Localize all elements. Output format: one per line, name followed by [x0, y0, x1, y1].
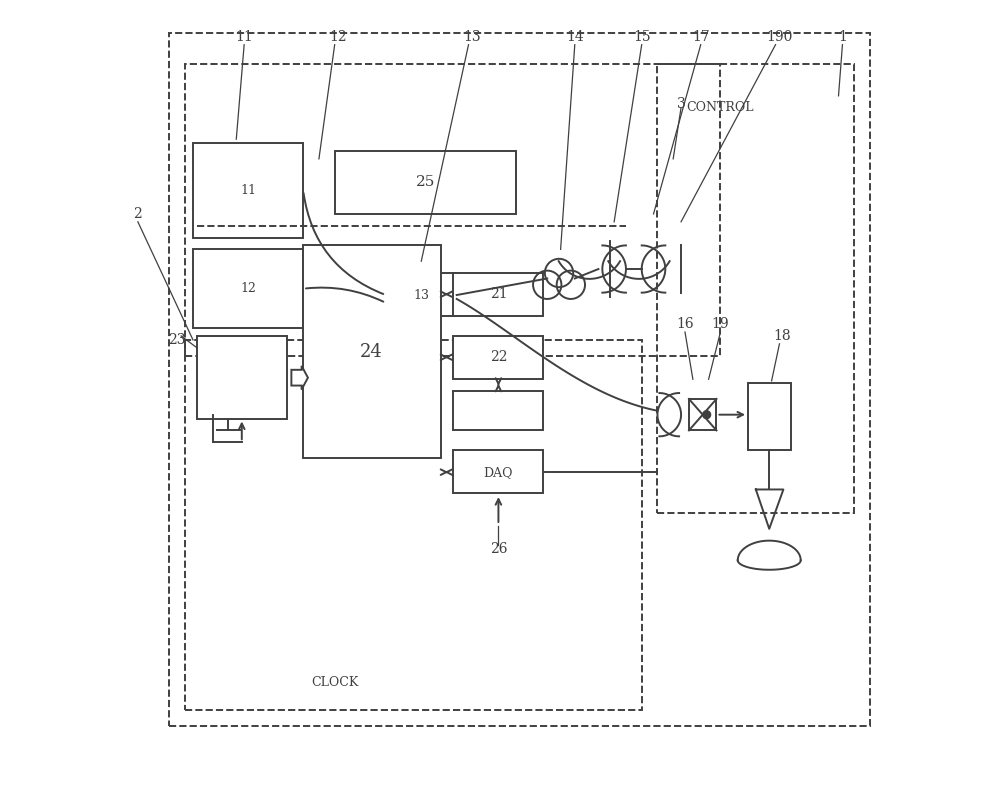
Circle shape [703, 411, 711, 419]
Text: 12: 12 [240, 282, 256, 295]
Text: 24: 24 [360, 343, 383, 361]
Text: 11: 11 [240, 184, 256, 197]
Text: CONTROL: CONTROL [687, 101, 754, 115]
Text: 13: 13 [413, 288, 429, 302]
Text: 17: 17 [692, 30, 710, 43]
Text: CLOCK: CLOCK [311, 675, 358, 689]
Text: 23: 23 [168, 333, 186, 347]
FancyArrow shape [291, 366, 308, 389]
Bar [453, 273, 543, 316]
Bar [689, 399, 716, 431]
Text: 22: 22 [490, 350, 507, 364]
Text: 19: 19 [712, 317, 729, 331]
Text: 21: 21 [490, 288, 507, 301]
Text: DAQ: DAQ [484, 465, 513, 479]
Bar [748, 383, 791, 450]
Text: 25: 25 [416, 175, 435, 190]
Bar [185, 64, 720, 356]
Bar [335, 151, 516, 214]
Bar [453, 336, 543, 379]
Text: 2: 2 [134, 207, 142, 221]
Bar [303, 246, 441, 458]
Bar [193, 143, 303, 238]
Text: 190: 190 [766, 30, 793, 43]
Text: 26: 26 [490, 541, 507, 555]
Bar [453, 391, 543, 431]
Bar [386, 273, 457, 316]
Bar [197, 336, 287, 419]
Text: 1: 1 [838, 30, 847, 43]
Text: 11: 11 [235, 30, 253, 43]
Text: 18: 18 [773, 329, 791, 343]
Bar [185, 340, 642, 710]
Text: 16: 16 [676, 317, 694, 331]
Text: 14: 14 [566, 30, 584, 43]
Bar [193, 250, 303, 328]
Text: 3: 3 [677, 96, 685, 111]
Text: 15: 15 [633, 30, 651, 43]
Bar [657, 64, 854, 513]
Bar [169, 33, 870, 726]
Bar [453, 450, 543, 494]
Text: 13: 13 [464, 30, 481, 43]
Text: 12: 12 [330, 30, 347, 43]
